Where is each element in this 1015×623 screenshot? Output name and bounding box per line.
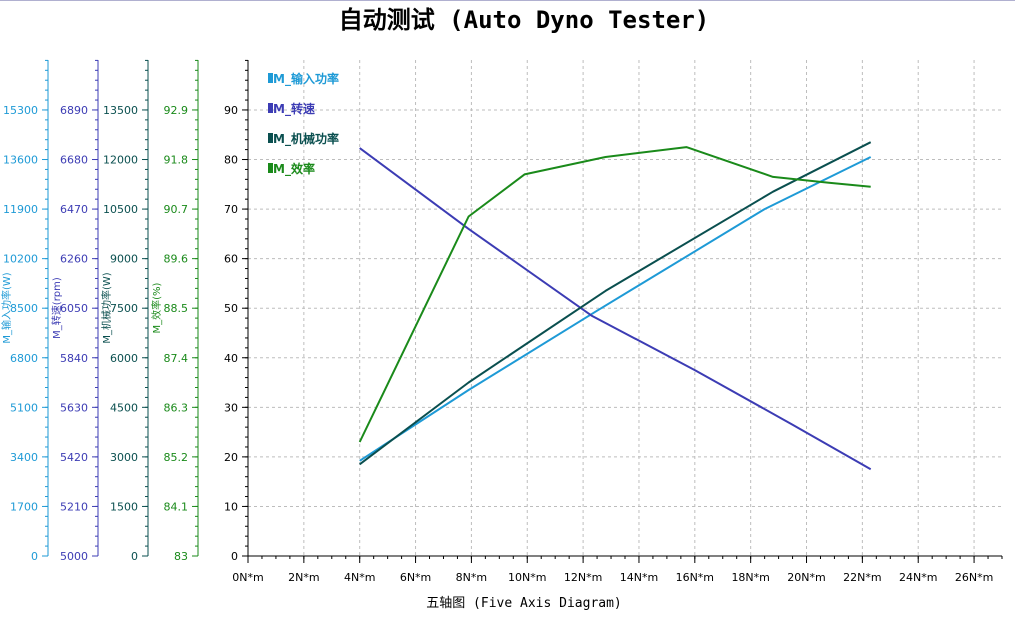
secondary-tick-label-3: 90.7 — [164, 203, 189, 216]
secondary-tick-label-2: 13500 — [103, 104, 138, 117]
secondary-tick-label-0: 13600 — [3, 154, 38, 167]
secondary-tick-label-3: 87.4 — [164, 352, 189, 365]
series-line-1 — [359, 147, 872, 471]
legend-label-3: M_效率 — [273, 161, 315, 177]
primary-y-tick-label: 20 — [224, 451, 238, 464]
secondary-tick-label-1: 6050 — [60, 302, 88, 315]
secondary-tick-label-2: 9000 — [110, 253, 138, 266]
x-tick-label: 26N*m — [955, 571, 993, 584]
legend: M_输入功率 M_转速 M_机械功率 M_效率 — [268, 71, 339, 177]
secondary-tick-label-0: 11900 — [3, 203, 38, 216]
secondary-tick-label-0: 5100 — [10, 401, 38, 414]
x-axis-title: 五轴图 (Five Axis Diagram) — [426, 596, 622, 611]
secondary-tick-label-0: 6800 — [10, 352, 38, 365]
chart-title: 自动测试 (Auto Dyno Tester) — [339, 6, 710, 34]
primary-y-tick-label: 0 — [231, 550, 238, 563]
primary-y-tick-label: 80 — [224, 154, 238, 167]
secondary-tick-label-3: 86.3 — [164, 401, 189, 414]
secondary-axis-title-2: M_机械功率(W) — [100, 272, 113, 343]
legend-swatch-3 — [268, 163, 273, 173]
secondary-tick-label-1: 6680 — [60, 154, 88, 167]
secondary-tick-label-3: 83 — [174, 550, 188, 563]
x-tick-label: 22N*m — [843, 571, 881, 584]
secondary-tick-label-3: 92.9 — [164, 104, 189, 117]
legend-label-2: M_机械功率 — [273, 131, 339, 147]
secondary-tick-label-0: 0 — [31, 550, 38, 563]
secondary-tick-label-2: 12000 — [103, 154, 138, 167]
secondary-tick-label-1: 6260 — [60, 253, 88, 266]
secondary-tick-label-2: 4500 — [110, 401, 138, 414]
secondary-tick-label-1: 5420 — [60, 451, 88, 464]
secondary-tick-label-1: 5210 — [60, 500, 88, 513]
x-tick-label: 16N*m — [676, 571, 714, 584]
primary-y-tick-label: 90 — [224, 104, 238, 117]
secondary-tick-label-2: 7500 — [110, 302, 138, 315]
series-lines — [358, 141, 872, 471]
x-tick-label: 10N*m — [508, 571, 546, 584]
primary-y-tick-label: 60 — [224, 253, 238, 266]
secondary-tick-label-3: 91.8 — [164, 154, 189, 167]
secondary-tick-label-3: 84.1 — [164, 500, 189, 513]
x-tick-label: 18N*m — [731, 571, 769, 584]
primary-y-tick-label: 40 — [224, 352, 238, 365]
secondary-tick-label-1: 6470 — [60, 203, 88, 216]
x-tick-label: 24N*m — [899, 571, 937, 584]
legend-swatch-1 — [268, 103, 273, 113]
legend-swatch-2 — [268, 133, 273, 143]
secondary-axis-title-0: M_输入功率(W) — [0, 272, 13, 343]
secondary-tick-label-1: 5840 — [60, 352, 88, 365]
x-tick-label: 4N*m — [344, 571, 375, 584]
secondary-tick-label-2: 0 — [131, 550, 138, 563]
x-tick-label: 6N*m — [400, 571, 431, 584]
secondary-tick-label-2: 10500 — [103, 203, 138, 216]
secondary-tick-label-0: 10200 — [3, 253, 38, 266]
secondary-tick-label-0: 8500 — [10, 302, 38, 315]
series-line-0 — [359, 156, 872, 462]
secondary-tick-label-0: 3400 — [10, 451, 38, 464]
grid — [248, 60, 1002, 556]
x-tick-label: 20N*m — [787, 571, 825, 584]
legend-label-0: M_输入功率 — [273, 71, 339, 87]
x-tick-label: 0N*m — [232, 571, 263, 584]
primary-y-tick-label: 50 — [224, 302, 238, 315]
primary-y-tick-label: 10 — [224, 500, 238, 513]
secondary-tick-label-0: 15300 — [3, 104, 38, 117]
secondary-tick-label-2: 1500 — [110, 500, 138, 513]
secondary-axis-title-1: M_转速(rpm) — [50, 277, 63, 339]
secondary-tick-label-0: 1700 — [10, 500, 38, 513]
primary-y-tick-label: 70 — [224, 203, 238, 216]
secondary-tick-label-1: 5000 — [60, 550, 88, 563]
primary-y-tick-label: 30 — [224, 401, 238, 414]
secondary-tick-label-1: 6890 — [60, 104, 88, 117]
secondary-tick-label-2: 6000 — [110, 352, 138, 365]
legend-label-1: M_转速 — [273, 101, 315, 117]
axes: 0 10 20 30 40 50 60 70 80 90 0N*m 2N*m 4N*m 6N*m 8N*m 1… — [0, 59, 1003, 584]
x-tick-label: 12N*m — [564, 571, 602, 584]
secondary-axis-title-3: M_效率(%) — [150, 282, 163, 333]
x-tick-label: 2N*m — [288, 571, 319, 584]
x-tick-label: 8N*m — [456, 571, 487, 584]
secondary-tick-label-3: 85.2 — [164, 451, 189, 464]
series-line-3 — [358, 146, 871, 443]
secondary-tick-label-1: 5630 — [60, 401, 88, 414]
series-line-2 — [359, 141, 872, 466]
x-tick-label: 14N*m — [620, 571, 658, 584]
secondary-tick-label-3: 89.6 — [164, 253, 189, 266]
legend-swatch-0 — [268, 73, 273, 83]
secondary-tick-label-3: 88.5 — [164, 302, 189, 315]
secondary-tick-label-2: 3000 — [110, 451, 138, 464]
